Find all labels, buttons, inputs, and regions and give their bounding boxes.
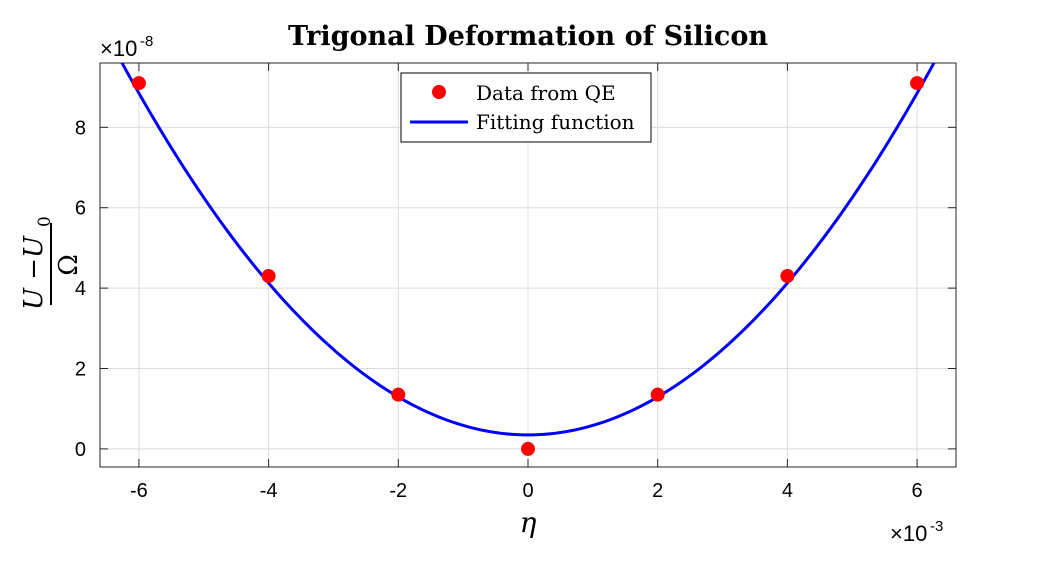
x-axis-exponent: ×10 -3 — [890, 518, 943, 546]
x-tick-label: 6 — [912, 480, 923, 502]
y-tick-label: 4 — [75, 278, 86, 300]
fit-line — [120, 63, 936, 437]
x-tick-label: -2 — [389, 480, 407, 502]
y-tick-label: 0 — [75, 439, 86, 461]
data-point — [521, 441, 535, 456]
tick-labels: -6 -4 -2 0 2 4 6 0 2 4 6 8 — [75, 117, 923, 502]
grid-lines — [100, 63, 956, 467]
legend-label-data: Data from QE — [476, 81, 616, 105]
svg-text:-3: -3 — [930, 518, 943, 535]
svg-text:0: 0 — [35, 216, 55, 227]
fit-line-layer — [120, 63, 936, 437]
data-point — [131, 76, 146, 91]
svg-text:-8: -8 — [140, 33, 153, 50]
plot-axes — [99, 62, 957, 468]
x-tick-label: 2 — [652, 480, 663, 502]
y-tick-label: 8 — [75, 117, 86, 139]
svg-text:×10: ×10 — [890, 521, 927, 546]
y-axis-exponent: ×10 -8 — [100, 33, 153, 61]
svg-text:×10: ×10 — [100, 36, 137, 61]
x-tick-label: -4 — [260, 480, 278, 502]
data-point — [780, 269, 795, 284]
x-tick-label: 0 — [522, 480, 533, 502]
x-tick-label: 4 — [782, 480, 793, 502]
legend-box — [400, 72, 652, 143]
data-point — [910, 76, 925, 91]
data-point — [650, 387, 665, 402]
x-axis-label: η — [520, 506, 537, 539]
svg-text:Ω: Ω — [54, 254, 84, 276]
chart-title: Trigonal Deformation of Silicon — [288, 21, 768, 52]
x-tick-label: -6 — [130, 480, 148, 502]
y-tick-label: 2 — [75, 359, 86, 381]
y-tick-label: 6 — [75, 198, 86, 220]
legend-marker-data — [432, 85, 446, 99]
svg-text:U −U: U −U — [19, 235, 49, 310]
data-points-layer — [131, 76, 925, 456]
legend-label-fit: Fitting function — [476, 110, 635, 134]
data-point — [261, 269, 276, 284]
legend: Data from QE Fitting function — [400, 72, 652, 143]
y-axis-label: U −U 0 Ω — [19, 216, 84, 310]
data-point — [391, 387, 406, 402]
